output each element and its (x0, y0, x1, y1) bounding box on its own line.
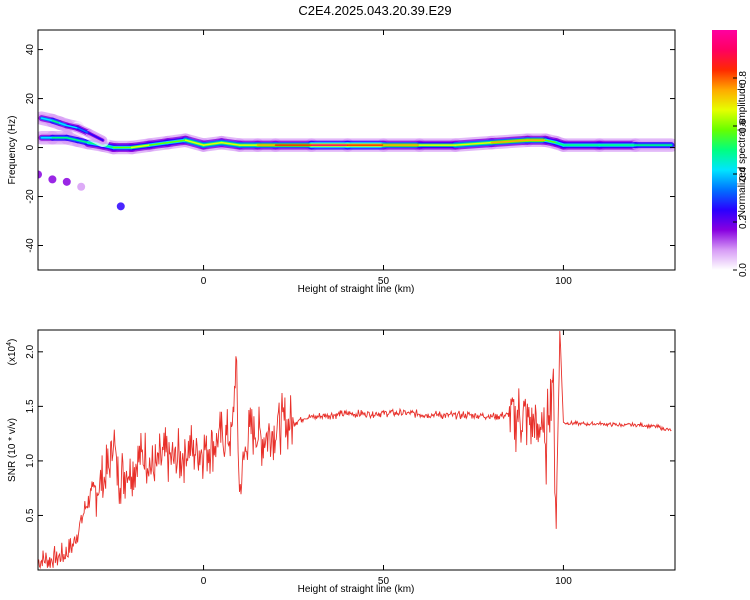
upper-branch-segment (87, 132, 104, 141)
colorbar-ticks: 0.0 0.2 0.4 0.6 0.8 (733, 71, 749, 277)
ridge-segment (454, 141, 493, 146)
snr-data (38, 330, 672, 570)
upper-branch-segment (40, 117, 54, 122)
snr-multiplier: (x104) (6, 339, 18, 366)
colorbar-label: Normalized spectral amplitude (737, 82, 748, 217)
snr-ylabel: SNR (10 * v/v) (7, 418, 18, 482)
colorbar: 0.0 0.2 0.4 0.6 0.8 Normalized spectral ampl… (712, 30, 749, 277)
scatter-point (116, 202, 125, 211)
spectrogram-ytick-label: 20 (25, 93, 36, 105)
spectrogram-ytick-label: -40 (25, 238, 36, 253)
ridge-segment (490, 139, 529, 144)
scatter-point (48, 175, 57, 184)
figure-title: C2E4.2025.043.20.39.E29 (298, 3, 451, 18)
spectrogram-ylabel: Frequency (Hz) (7, 116, 18, 185)
snr-ytick-label: 0.5 (25, 508, 36, 522)
snr-panel: 0 50 100 0.5 1.0 1.5 2.0 Height of straight li… (6, 329, 676, 595)
ridge-segment (555, 141, 565, 146)
snr-multiplier-base: (x10 (7, 345, 18, 365)
colorbar-tick-label: 0.8 (738, 71, 749, 85)
ridge-segment (66, 137, 79, 141)
snr-frame (37, 329, 676, 571)
scatter-point (77, 182, 86, 191)
spectrogram-data (38, 111, 675, 211)
snr-multiplier-exp: 4 (6, 342, 13, 346)
snr-ytick-label: 1.5 (25, 399, 36, 413)
snr-ytick-label: 1.0 (25, 454, 36, 468)
spectrogram-panel: 0 50 100 40 20 0 -20 -40 Height of straight lin… (7, 29, 676, 295)
snr-xtick-label: 0 (201, 576, 207, 587)
spectrogram-frame (37, 29, 676, 271)
spectrogram-ytick-label: -20 (25, 189, 36, 204)
ridge-segment (184, 139, 205, 146)
ridge-segment (220, 141, 241, 146)
colorbar-tick-label: 0.6 (738, 119, 749, 133)
snr-xtick-label: 100 (555, 576, 572, 587)
ridge-segment (544, 139, 557, 144)
snr-ytick-label: 2.0 (25, 344, 36, 358)
spectrogram-ytick-label: 0 (25, 144, 36, 150)
ridge-segment (148, 141, 169, 146)
ridge-segment (202, 141, 223, 146)
snr-multiplier-close: ) (7, 339, 18, 342)
snr-ticks: 0 50 100 0.5 1.0 1.5 2.0 (25, 330, 675, 587)
spectrogram-xlabel: Height of straight line (km) (298, 284, 415, 295)
upper-branch-segment (51, 119, 61, 124)
upper-branch-segment (66, 124, 79, 129)
svg-text:(x104): (x104) (6, 339, 18, 366)
scatter-point (38, 170, 42, 179)
scatter-point (62, 177, 71, 186)
spectrogram-ytick-label: 40 (25, 44, 36, 56)
spectrogram-ticks: 0 50 100 40 20 0 -20 -40 (25, 30, 675, 287)
upper-branch-segment (58, 122, 68, 127)
spectrogram-xtick-label: 0 (201, 276, 207, 287)
ridge-segment (166, 139, 187, 144)
colorbar-tick-label: 0.0 (738, 263, 749, 277)
snr-series-line (38, 330, 672, 570)
colorbar-tick-label: 0.2 (738, 215, 749, 229)
colorbar-tick-label: 0.4 (738, 167, 749, 181)
spectrogram-xtick-label: 100 (555, 276, 572, 287)
snr-xtick-label: 50 (378, 576, 390, 587)
ridge-segment (130, 144, 151, 149)
ridge-segment (76, 139, 90, 144)
spectrogram-xtick-label: 50 (378, 276, 390, 287)
upper-branch-segment (76, 127, 90, 134)
colorbar-bar (712, 30, 737, 270)
snr-xlabel: Height of straight line (km) (298, 584, 415, 595)
